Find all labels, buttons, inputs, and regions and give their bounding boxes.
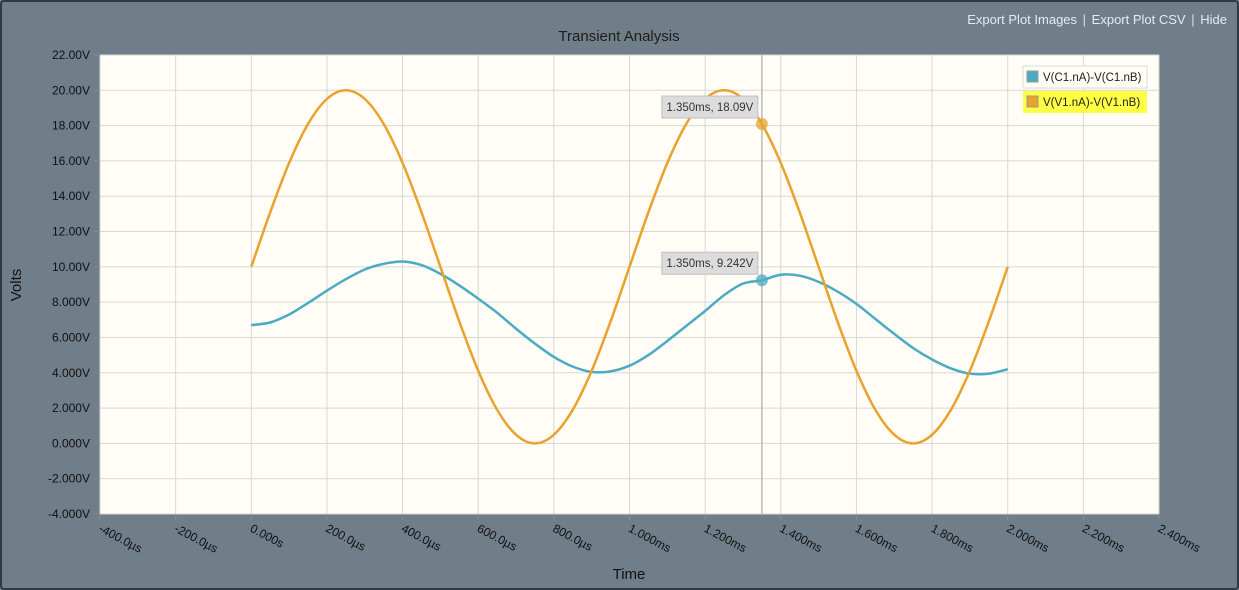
- legend-swatch: [1026, 95, 1039, 108]
- series-lines: [250, 89, 1009, 445]
- y-axis-ticks: 22.00V 20.00V 18.00V 16.00V 14.00V 12.00V 10.0…: [48, 48, 100, 521]
- y-tick-label: 22.00V: [52, 48, 90, 62]
- cursor-readout-box: [661, 95, 759, 119]
- cursor-readout-box: [661, 251, 759, 275]
- x-tick-label: 1.200ms: [702, 521, 749, 555]
- cursor-marker: [755, 274, 768, 287]
- cursor-readouts: 1.350ms, 18.09V 1.350ms, 9.242V: [661, 95, 768, 287]
- export-plot-images-link[interactable]: Export Plot Images: [967, 12, 1078, 27]
- x-tick-label: 2.200ms: [1080, 521, 1127, 555]
- y-tick-label: 0.000V: [52, 436, 90, 450]
- x-tick-label: 400.0µs: [399, 521, 443, 554]
- legend-label[interactable]: V(V1.nA)-V(V1.nB): [1043, 97, 1140, 109]
- cursor-marker: [755, 118, 768, 131]
- cursor-readout-label: 1.350ms, 18.09V: [666, 102, 753, 114]
- hide-plot-link[interactable]: Hide: [1200, 12, 1227, 27]
- x-tick-label: 800.0µs: [550, 521, 594, 554]
- x-axis-label: Time: [613, 566, 646, 583]
- y-tick-label: 12.00V: [52, 225, 90, 239]
- y-tick-label: 14.00V: [52, 189, 90, 203]
- x-tick-label: -400.0µs: [97, 521, 145, 555]
- series-line-1: [250, 89, 1009, 445]
- y-tick-label: -2.000V: [48, 472, 90, 486]
- legend-label[interactable]: V(C1.nA)-V(C1.nB): [1043, 72, 1142, 84]
- x-tick-label: 1.400ms: [777, 521, 824, 555]
- x-tick-label: -200.0µs: [172, 521, 220, 555]
- x-tick-label: 200.0µs: [324, 521, 368, 554]
- y-tick-label: 4.000V: [52, 366, 90, 380]
- x-tick-label: 1.000ms: [626, 521, 673, 555]
- toolbar-separator: |: [1082, 12, 1087, 27]
- legend-highlight: [1023, 91, 1147, 113]
- y-tick-label: 2.000V: [52, 401, 90, 415]
- y-tick-label: 8.000V: [52, 295, 90, 309]
- toolbar-separator: |: [1191, 12, 1195, 27]
- y-tick-label: 6.000V: [52, 330, 90, 344]
- y-tick-label: -4.000V: [48, 507, 90, 521]
- y-axis-label: Volts: [8, 269, 25, 302]
- cursor-readout-label: 1.350ms, 9.242V: [666, 258, 753, 270]
- chart-title: Transient Analysis: [558, 28, 679, 45]
- x-tick-label: 2.000ms: [1004, 521, 1051, 555]
- legend-swatch: [1026, 70, 1039, 83]
- export-plot-csv-link[interactable]: Export Plot CSV: [1091, 12, 1186, 27]
- legend-row-background: [1022, 65, 1148, 89]
- grid-lines: [99, 54, 1160, 515]
- x-tick-label: 600.0µs: [475, 521, 519, 554]
- plot-toolbar: Export Plot Images | Export Plot CSV | H…: [967, 12, 1227, 27]
- y-tick-label: 18.00V: [52, 119, 90, 133]
- x-axis-ticks: -400.0µs -200.0µs 0.000s 200.0µs 400.0µs 600.…: [97, 514, 1203, 556]
- y-tick-label: 10.00V: [52, 260, 90, 274]
- x-tick-label: 0.000s: [248, 521, 286, 550]
- y-tick-label: 20.00V: [52, 83, 90, 97]
- legend: V(C1.nA)-V(C1.nB) V(V1.nA)-V(V1.nB): [1022, 65, 1148, 113]
- x-tick-label: 1.800ms: [929, 521, 976, 555]
- series-line-0: [251, 260, 1009, 376]
- x-tick-label: 1.600ms: [853, 521, 900, 555]
- y-tick-label: 16.00V: [52, 154, 90, 168]
- x-tick-label: 2.400ms: [1156, 521, 1203, 555]
